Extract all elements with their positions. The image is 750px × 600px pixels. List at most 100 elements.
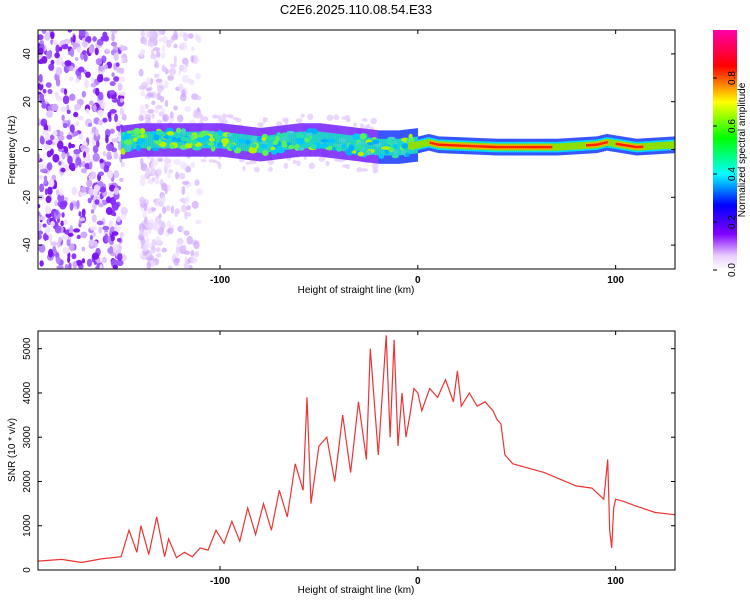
noise-dot	[45, 206, 52, 215]
noise-dot	[68, 76, 74, 81]
band-blob	[272, 140, 279, 146]
noise-dot	[303, 155, 307, 160]
band-blob	[366, 142, 374, 146]
noise-dot	[42, 129, 49, 135]
ridge-cell	[657, 142, 660, 150]
noise-dot	[156, 253, 162, 258]
band-blob	[185, 142, 193, 149]
band-blob	[370, 149, 375, 153]
ridge-cell	[512, 145, 515, 149]
noise-dot	[76, 200, 80, 209]
noise-dot	[140, 90, 146, 97]
noise-dot	[95, 58, 103, 66]
noise-dot	[93, 133, 101, 142]
ridge-cell	[550, 145, 553, 149]
band-blob	[348, 144, 355, 152]
noise-dot	[118, 67, 125, 74]
band-blob	[198, 136, 204, 143]
noise-dot	[88, 100, 94, 106]
colorbar-gradient	[713, 30, 737, 270]
ridge-cell	[623, 144, 626, 147]
noise-dot	[81, 258, 86, 264]
noise-dot	[156, 92, 161, 101]
noise-dot	[267, 167, 273, 172]
noise-dot	[81, 41, 89, 47]
noise-dot	[88, 122, 93, 127]
noise-dot	[73, 111, 79, 118]
noise-dot	[46, 110, 54, 118]
noise-dot	[55, 256, 61, 265]
ridge-cell	[453, 144, 456, 147]
noise-dot	[158, 213, 162, 219]
noise-dot	[81, 50, 87, 56]
noise-dot	[78, 30, 86, 37]
ridge-cell	[510, 145, 514, 149]
noise-dot	[73, 148, 81, 155]
noise-dot	[153, 200, 160, 207]
noise-dot	[121, 113, 127, 121]
band-blob	[124, 139, 133, 145]
ridge-cell	[564, 143, 567, 151]
noise-dot	[157, 157, 164, 162]
noise-dot	[161, 44, 166, 53]
noise-dot	[54, 92, 58, 97]
noise-dot	[161, 247, 167, 253]
x-tick-label: 0	[415, 576, 421, 587]
noise-dot	[182, 66, 188, 73]
noise-dot	[69, 93, 76, 101]
noise-dot	[147, 92, 155, 98]
band-blob	[354, 144, 364, 152]
noise-dot	[181, 225, 185, 234]
noise-dot	[79, 145, 85, 150]
noise-dot	[119, 44, 125, 51]
band-blob	[199, 130, 208, 136]
noise-dot	[326, 114, 334, 121]
band-blob	[226, 132, 233, 137]
noise-dot	[44, 188, 48, 196]
noise-dot	[181, 204, 187, 213]
noise-dot	[41, 56, 48, 64]
noise-dot	[55, 188, 60, 197]
noise-dot	[173, 252, 180, 258]
band-blob	[217, 129, 222, 137]
noise-dot	[102, 225, 110, 231]
band-cell	[366, 137, 369, 155]
ridge-cell	[439, 143, 442, 146]
noise-dot	[362, 117, 368, 122]
noise-dot	[61, 114, 65, 121]
ridge-cell	[629, 144, 632, 148]
noise-dot	[182, 197, 190, 205]
noise-dot	[175, 246, 180, 254]
ridge-cell	[487, 145, 490, 148]
noise-dot	[111, 138, 119, 143]
band-blob	[392, 149, 399, 155]
x-tick-label: -100	[210, 275, 230, 286]
noise-dot	[46, 50, 53, 60]
band-blob	[336, 146, 342, 152]
ridge-cell	[407, 142, 411, 150]
noise-dot	[47, 248, 54, 258]
band-cell	[168, 131, 171, 149]
band-blob	[207, 142, 215, 146]
y-tick-label: 40	[22, 48, 33, 60]
noise-dot	[115, 62, 120, 67]
noise-dot	[64, 196, 69, 202]
noise-dot	[50, 241, 58, 247]
noise-dot	[38, 163, 45, 170]
noise-dot	[114, 113, 118, 123]
chart-title: C2E6.2025.110.08.54.E33	[279, 2, 433, 17]
band-blob	[276, 132, 282, 137]
noise-dot	[47, 88, 53, 95]
noise-dot	[38, 243, 46, 253]
noise-dot	[99, 161, 105, 170]
band-cell	[166, 131, 169, 149]
ridge-cell	[605, 141, 608, 144]
noise-dot	[38, 118, 41, 124]
ridge-cell	[475, 145, 478, 148]
noise-dot	[139, 177, 146, 187]
ridge-cell	[651, 142, 654, 150]
noise-dot	[146, 77, 152, 86]
band-blob	[286, 130, 295, 135]
